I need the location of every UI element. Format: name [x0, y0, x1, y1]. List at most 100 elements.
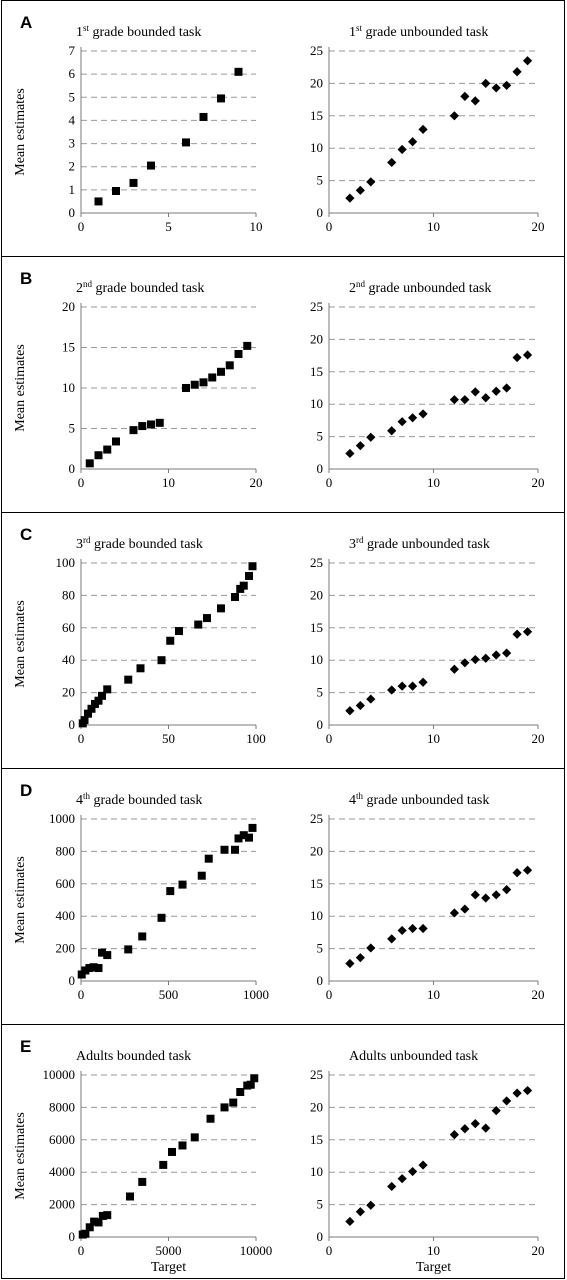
data-point [481, 78, 491, 88]
y-axis-label: Mean estimates [13, 856, 28, 943]
data-point [387, 157, 397, 168]
y-tick-label: 10 [310, 652, 323, 667]
x-tick-label: 0 [78, 475, 85, 490]
data-point [397, 681, 407, 691]
data-point [157, 656, 166, 665]
data-point [234, 834, 243, 843]
chart-bounded: 1st grade bounded task 0 1 2 3 4 5 6 7 0 5 10 Mean e… [13, 23, 263, 234]
data-point [239, 831, 248, 840]
data-point [408, 681, 418, 691]
data-point [136, 664, 145, 673]
y-tick-label: 15 [310, 364, 323, 379]
data-point [89, 963, 98, 972]
y-axis-label: Mean estimates [13, 1112, 28, 1199]
panel-letter: E [20, 1037, 32, 1056]
x-tick-label: 10 [427, 987, 440, 1002]
y-tick-label: 20 [310, 331, 323, 346]
panel-letter: B [20, 269, 33, 288]
x-axis-label: Target [151, 1260, 186, 1275]
y-tick-label: 25 [310, 43, 323, 58]
data-point [418, 124, 428, 135]
y-tick-label: 10 [62, 380, 75, 395]
x-tick-label: 50 [162, 731, 175, 746]
data-point [449, 908, 459, 918]
data-point [366, 177, 376, 187]
y-tick-label: 15 [310, 1132, 323, 1147]
panel-d: D 4th grade bounded task 0 200 400 600 800 1000… [1, 768, 565, 1025]
chart-unbounded: 2nd grade unbounded task 0 5 10 15 20 25 0 10 20 [310, 279, 545, 490]
x-tick-label: 0 [326, 731, 333, 746]
data-point [460, 658, 470, 668]
data-point [460, 1124, 470, 1134]
chart-title: Adults unbounded task [349, 1049, 478, 1064]
y-tick-label: 100 [56, 555, 76, 570]
x-tick-label: 10 [427, 475, 440, 490]
y-tick-label: 5 [317, 173, 324, 188]
data-point [470, 387, 480, 397]
data-point [408, 413, 418, 423]
data-point [178, 1141, 187, 1150]
chart-bounded: 2nd grade bounded task 0 5 10 15 20 0 10 20 Mean … [13, 279, 263, 490]
y-tick-label: 10 [310, 1164, 323, 1179]
data-point [522, 1085, 533, 1096]
data-point [355, 700, 365, 711]
x-tick-label: 10000 [240, 1243, 273, 1258]
data-point [199, 378, 208, 387]
y-tick-label: 400 [56, 908, 76, 923]
y-tick-label: 15 [310, 620, 323, 635]
data-point [512, 352, 522, 363]
data-point [98, 948, 106, 957]
data-point [234, 67, 243, 76]
y-tick-label: 20 [310, 587, 323, 602]
data-point [138, 1177, 147, 1186]
y-tick-label: 20 [310, 1099, 323, 1114]
y-axis-label: Mean estimates [13, 344, 28, 431]
y-tick-label: 25 [310, 1067, 323, 1082]
data-point [168, 1147, 176, 1156]
data-point [217, 604, 225, 613]
data-point [491, 890, 501, 900]
data-point [512, 629, 522, 639]
data-point [418, 923, 428, 934]
x-tick-label: 1000 [243, 987, 269, 1002]
y-tick-label: 3 [69, 136, 76, 151]
data-point [103, 685, 112, 694]
data-point [387, 426, 397, 436]
y-tick-label: 10 [310, 908, 323, 923]
data-point [481, 1123, 491, 1133]
y-tick-label: 10000 [43, 1067, 76, 1082]
data-point [87, 704, 96, 713]
data-point [502, 1096, 512, 1106]
y-tick-label: 600 [56, 876, 76, 891]
data-point [85, 1223, 94, 1232]
data-point [103, 951, 112, 960]
data-point [345, 958, 355, 969]
x-tick-label: 20 [532, 731, 545, 746]
data-point [84, 709, 92, 718]
data-point [178, 880, 187, 889]
data-point [460, 904, 470, 914]
chart-unbounded: 4th grade unbounded task 0 5 10 15 20 25 0 10 20 [310, 791, 545, 1002]
data-point [199, 112, 208, 121]
chart-unbounded: 3rd grade unbounded task 0 5 10 15 20 25 0 10 20 [310, 535, 545, 746]
data-point [98, 1211, 107, 1220]
data-point [491, 83, 501, 93]
data-point [147, 420, 155, 429]
chart-title: 4th grade unbounded task [349, 791, 489, 808]
data-point [470, 890, 480, 900]
y-tick-label: 5 [317, 429, 324, 444]
data-point [491, 650, 501, 660]
data-point [345, 1216, 355, 1227]
y-tick-label: 0 [69, 461, 76, 476]
data-point [85, 964, 94, 973]
data-point [522, 350, 533, 360]
y-tick-label: 25 [310, 299, 323, 314]
data-point [345, 193, 355, 203]
chart-title: 4th grade bounded task [76, 791, 202, 808]
y-tick-label: 20 [62, 685, 75, 700]
y-tick-label: 0 [317, 717, 324, 732]
chart-unbounded: Adults unbounded task 0 5 10 15 20 25 0 10 20 Targ… [310, 1049, 545, 1275]
y-tick-label: 80 [62, 587, 75, 602]
data-point [408, 1166, 418, 1177]
panel-b: B 2nd grade bounded task 0 5 10 15 20 0 10 20 Mean… [1, 256, 565, 513]
